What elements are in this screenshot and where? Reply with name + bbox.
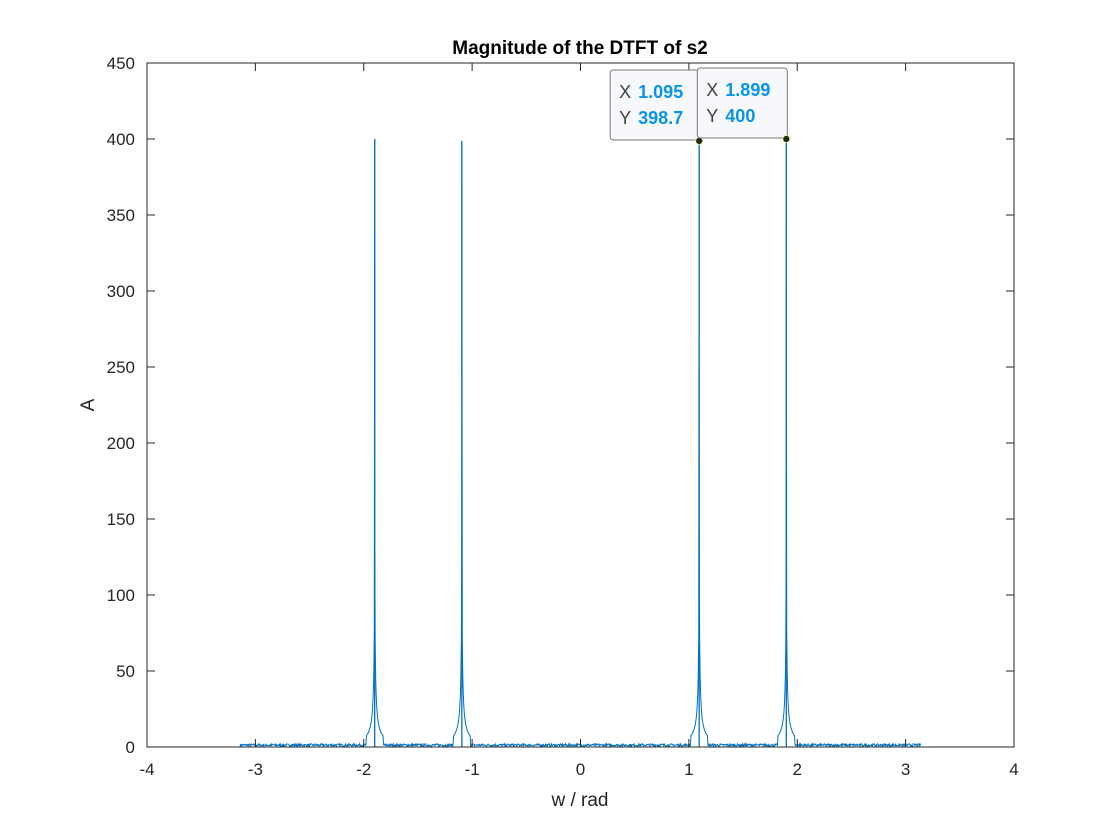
y-tick-label: 150 <box>107 510 135 529</box>
y-tick-label: 350 <box>107 206 135 225</box>
x-axis-label: w / rad <box>550 790 608 811</box>
y-tick-label: 200 <box>107 434 135 453</box>
y-tick-label: 100 <box>107 586 135 605</box>
y-tick-label: 50 <box>116 662 135 681</box>
datatip-x-value: 1.095 <box>638 82 683 102</box>
datatip-marker[interactable] <box>695 137 704 145</box>
x-axis-ticks: -4 -3 -2 -1 0 1 2 3 4 <box>139 63 1019 779</box>
y-tick-label: 250 <box>107 358 135 377</box>
x-tick-label: 3 <box>901 760 910 779</box>
datatips: X 1.095 Y 398.7 X 1.899 Y 400 <box>609 67 791 145</box>
datatip-marker[interactable] <box>782 135 791 143</box>
x-tick-label: -1 <box>465 760 480 779</box>
y-axis-label: A <box>78 398 99 411</box>
x-tick-label: 2 <box>793 760 802 779</box>
datatip[interactable]: X 1.899 Y 400 <box>696 67 791 143</box>
plot-area <box>146 62 1015 749</box>
datatip-box <box>696 67 788 139</box>
x-tick-label: 1 <box>684 760 693 779</box>
y-tick-label: 400 <box>107 130 135 149</box>
datatip-x-key: X <box>619 82 631 102</box>
datatip-x-value: 1.899 <box>725 80 770 100</box>
datatip-y-value: 400 <box>725 106 755 126</box>
y-axis-ticks: 0 50 100 150 200 250 300 350 400 450 <box>107 54 1014 757</box>
plot-background <box>147 63 1014 747</box>
datatip-y-key: Y <box>619 108 631 128</box>
x-tick-label: -2 <box>356 760 371 779</box>
y-tick-label: 300 <box>107 282 135 301</box>
datatip-x-key: X <box>706 80 718 100</box>
x-tick-label: -3 <box>248 760 263 779</box>
datatip-y-value: 398.7 <box>638 108 683 128</box>
datatip[interactable]: X 1.095 Y 398.7 <box>609 69 704 145</box>
datatip-y-key: Y <box>706 106 718 126</box>
y-tick-label: 0 <box>126 738 135 757</box>
x-tick-label: -4 <box>139 760 154 779</box>
datatip-box <box>609 69 701 141</box>
chart-title: Magnitude of the DTFT of s2 <box>452 38 707 59</box>
x-tick-label: 0 <box>576 760 585 779</box>
y-tick-label: 450 <box>107 54 135 73</box>
x-tick-label: 4 <box>1009 760 1018 779</box>
